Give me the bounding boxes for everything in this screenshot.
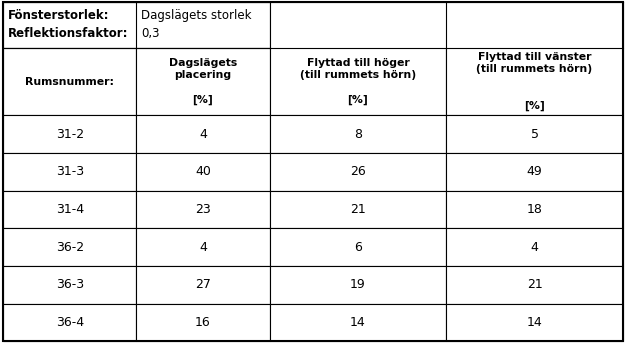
Bar [270, 48, 446, 116]
Text: 14: 14 [350, 316, 366, 329]
Bar [446, 116, 623, 153]
Bar [136, 228, 270, 266]
Text: 14: 14 [526, 316, 543, 329]
Text: 4: 4 [199, 241, 207, 254]
Text: 31-2: 31-2 [56, 128, 84, 141]
Bar [136, 266, 270, 304]
Bar [136, 153, 270, 191]
Text: 23: 23 [195, 203, 211, 216]
Bar [136, 116, 270, 153]
Text: 4: 4 [199, 128, 207, 141]
Text: Flyttad till höger
(till rummets hörn)

[%]: Flyttad till höger (till rummets hörn) [… [300, 58, 416, 105]
Text: 19: 19 [350, 278, 366, 291]
Bar [3, 191, 136, 228]
Bar [136, 48, 270, 116]
Bar [270, 266, 446, 304]
Text: 49: 49 [526, 165, 543, 178]
Bar [3, 116, 136, 153]
Text: Dagslägets
placering

[%]: Dagslägets placering [%] [169, 58, 237, 105]
Bar [446, 304, 623, 341]
Text: 40: 40 [195, 165, 211, 178]
Bar [270, 2, 446, 48]
Bar [446, 266, 623, 304]
Text: 36-3: 36-3 [56, 278, 84, 291]
Bar [3, 153, 136, 191]
Bar [3, 2, 270, 48]
Text: 5: 5 [531, 128, 538, 141]
Bar [270, 116, 446, 153]
Text: 16: 16 [195, 316, 211, 329]
Text: 6: 6 [354, 241, 362, 254]
Text: 21: 21 [350, 203, 366, 216]
Bar [270, 191, 446, 228]
Bar [3, 228, 136, 266]
Text: Fönsterstorlek:
Reflektionsfaktor:: Fönsterstorlek: Reflektionsfaktor: [8, 9, 128, 40]
Text: Flyttad till vänster
(till rummets hörn)


[%]: Flyttad till vänster (till rummets hörn)… [476, 51, 593, 111]
Bar [270, 153, 446, 191]
Bar [446, 48, 623, 116]
Text: 21: 21 [526, 278, 543, 291]
Bar [446, 191, 623, 228]
Bar [446, 228, 623, 266]
Text: 27: 27 [195, 278, 211, 291]
Text: 26: 26 [350, 165, 366, 178]
Text: 31-4: 31-4 [56, 203, 84, 216]
Text: 36-2: 36-2 [56, 241, 84, 254]
Bar [446, 153, 623, 191]
Bar [3, 304, 136, 341]
Bar [136, 191, 270, 228]
Bar [3, 266, 136, 304]
Text: Dagslägets storlek
0,3: Dagslägets storlek 0,3 [141, 9, 252, 40]
Text: 18: 18 [526, 203, 543, 216]
Bar [3, 48, 136, 116]
Text: 36-4: 36-4 [56, 316, 84, 329]
Bar [136, 304, 270, 341]
Bar [270, 228, 446, 266]
Bar [446, 2, 623, 48]
Bar [270, 304, 446, 341]
Text: 4: 4 [531, 241, 538, 254]
Text: 31-3: 31-3 [56, 165, 84, 178]
Text: Rumsnummer:: Rumsnummer: [25, 76, 115, 86]
Text: 8: 8 [354, 128, 362, 141]
